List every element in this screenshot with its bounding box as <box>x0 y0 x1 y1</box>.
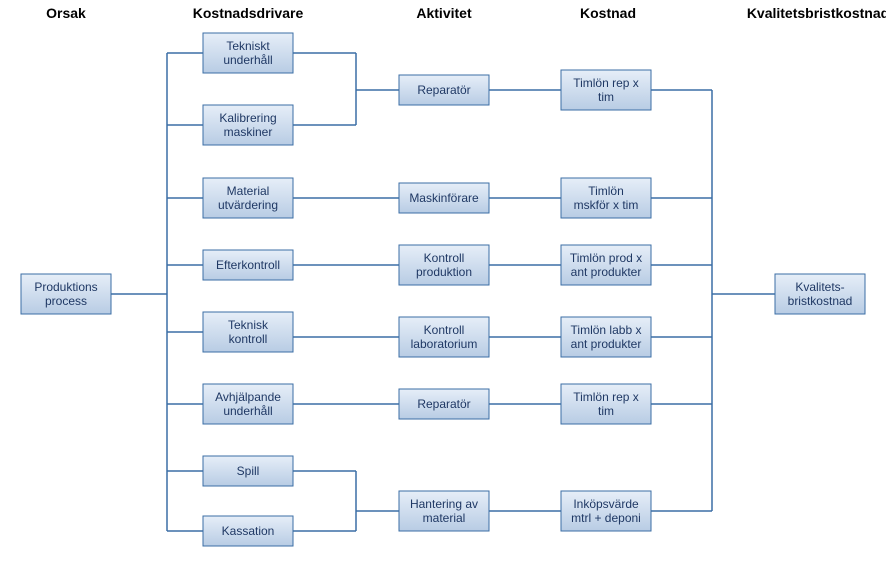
node-d2: Kalibreringmaskiner <box>203 105 293 145</box>
node-k4-label-0: Timlön labb x <box>571 323 642 337</box>
node-d6-label-0: Avhjälpande <box>215 390 281 404</box>
node-k1: Timlön rep xtim <box>561 70 651 110</box>
node-a2-label-0: Maskinförare <box>409 191 479 205</box>
node-k5: Timlön rep xtim <box>561 384 651 424</box>
node-k3: Timlön prod xant produkter <box>561 245 651 285</box>
node-out-label-0: Kvalitets- <box>795 280 844 294</box>
node-a6-label-1: material <box>423 511 466 525</box>
node-d5: Tekniskkontroll <box>203 312 293 352</box>
node-d7-label-0: Spill <box>237 464 260 478</box>
node-a1-label-0: Reparatör <box>417 83 470 97</box>
node-out: Kvalitets-bristkostnad <box>775 274 865 314</box>
node-d3-label-1: utvärdering <box>218 198 278 212</box>
node-a3-label-1: produktion <box>416 265 472 279</box>
node-d8: Kassation <box>203 516 293 546</box>
node-d6-label-1: underhåll <box>223 404 272 418</box>
node-d4-label-0: Efterkontroll <box>216 258 280 272</box>
node-d1-label-1: underhåll <box>223 53 272 67</box>
node-a6: Hantering avmaterial <box>399 491 489 531</box>
node-k5-label-1: tim <box>598 404 614 418</box>
node-k2-label-0: Timlön <box>588 184 624 198</box>
node-a4-label-1: laboratorium <box>411 337 478 351</box>
node-d7: Spill <box>203 456 293 486</box>
node-d2-label-1: maskiner <box>224 125 273 139</box>
header-kvalitet: Kvalitetsbristkostnad <box>747 5 886 21</box>
node-a1: Reparatör <box>399 75 489 105</box>
node-k5-label-0: Timlön rep x <box>573 390 639 404</box>
flowchart: Orsak Kostnadsdrivare Aktivitet Kostnad Kval… <box>0 0 886 580</box>
node-d4: Efterkontroll <box>203 250 293 280</box>
header-drivare: Kostnadsdrivare <box>193 5 304 21</box>
node-root-label-1: process <box>45 294 87 308</box>
node-k2-label-1: mskför x tim <box>574 198 639 212</box>
node-a6-label-0: Hantering av <box>410 497 478 511</box>
node-d6: Avhjälpandeunderhåll <box>203 384 293 424</box>
node-d8-label-0: Kassation <box>222 524 275 538</box>
node-a3-label-0: Kontroll <box>424 251 465 265</box>
node-d1-label-0: Tekniskt <box>226 39 270 53</box>
node-k2: Timlönmskför x tim <box>561 178 651 218</box>
header-kostnad: Kostnad <box>580 5 636 21</box>
node-k3-label-0: Timlön prod x <box>570 251 642 265</box>
node-d2-label-0: Kalibrering <box>219 111 276 125</box>
node-root: Produktionsprocess <box>21 274 111 314</box>
node-k1-label-1: tim <box>598 90 614 104</box>
node-k3-label-1: ant produkter <box>571 265 642 279</box>
header-aktivitet: Aktivitet <box>416 5 472 21</box>
node-a5: Reparatör <box>399 389 489 419</box>
node-k6: Inköpsvärdemtrl + deponi <box>561 491 651 531</box>
node-a4-label-0: Kontroll <box>424 323 465 337</box>
node-d1: Teknisktunderhåll <box>203 33 293 73</box>
node-k4: Timlön labb xant produkter <box>561 317 651 357</box>
node-out-label-1: bristkostnad <box>788 294 853 308</box>
node-k6-label-1: mtrl + deponi <box>571 511 641 525</box>
node-a2: Maskinförare <box>399 183 489 213</box>
node-d5-label-0: Teknisk <box>228 318 269 332</box>
header-orsak: Orsak <box>46 5 86 21</box>
node-d5-label-1: kontroll <box>229 332 268 346</box>
node-a4: Kontrolllaboratorium <box>399 317 489 357</box>
node-root-label-0: Produktions <box>34 280 97 294</box>
node-d3: Materialutvärdering <box>203 178 293 218</box>
node-d3-label-0: Material <box>227 184 270 198</box>
node-a3: Kontrollproduktion <box>399 245 489 285</box>
node-k1-label-0: Timlön rep x <box>573 76 639 90</box>
node-k6-label-0: Inköpsvärde <box>573 497 639 511</box>
node-a5-label-0: Reparatör <box>417 397 470 411</box>
node-k4-label-1: ant produkter <box>571 337 642 351</box>
